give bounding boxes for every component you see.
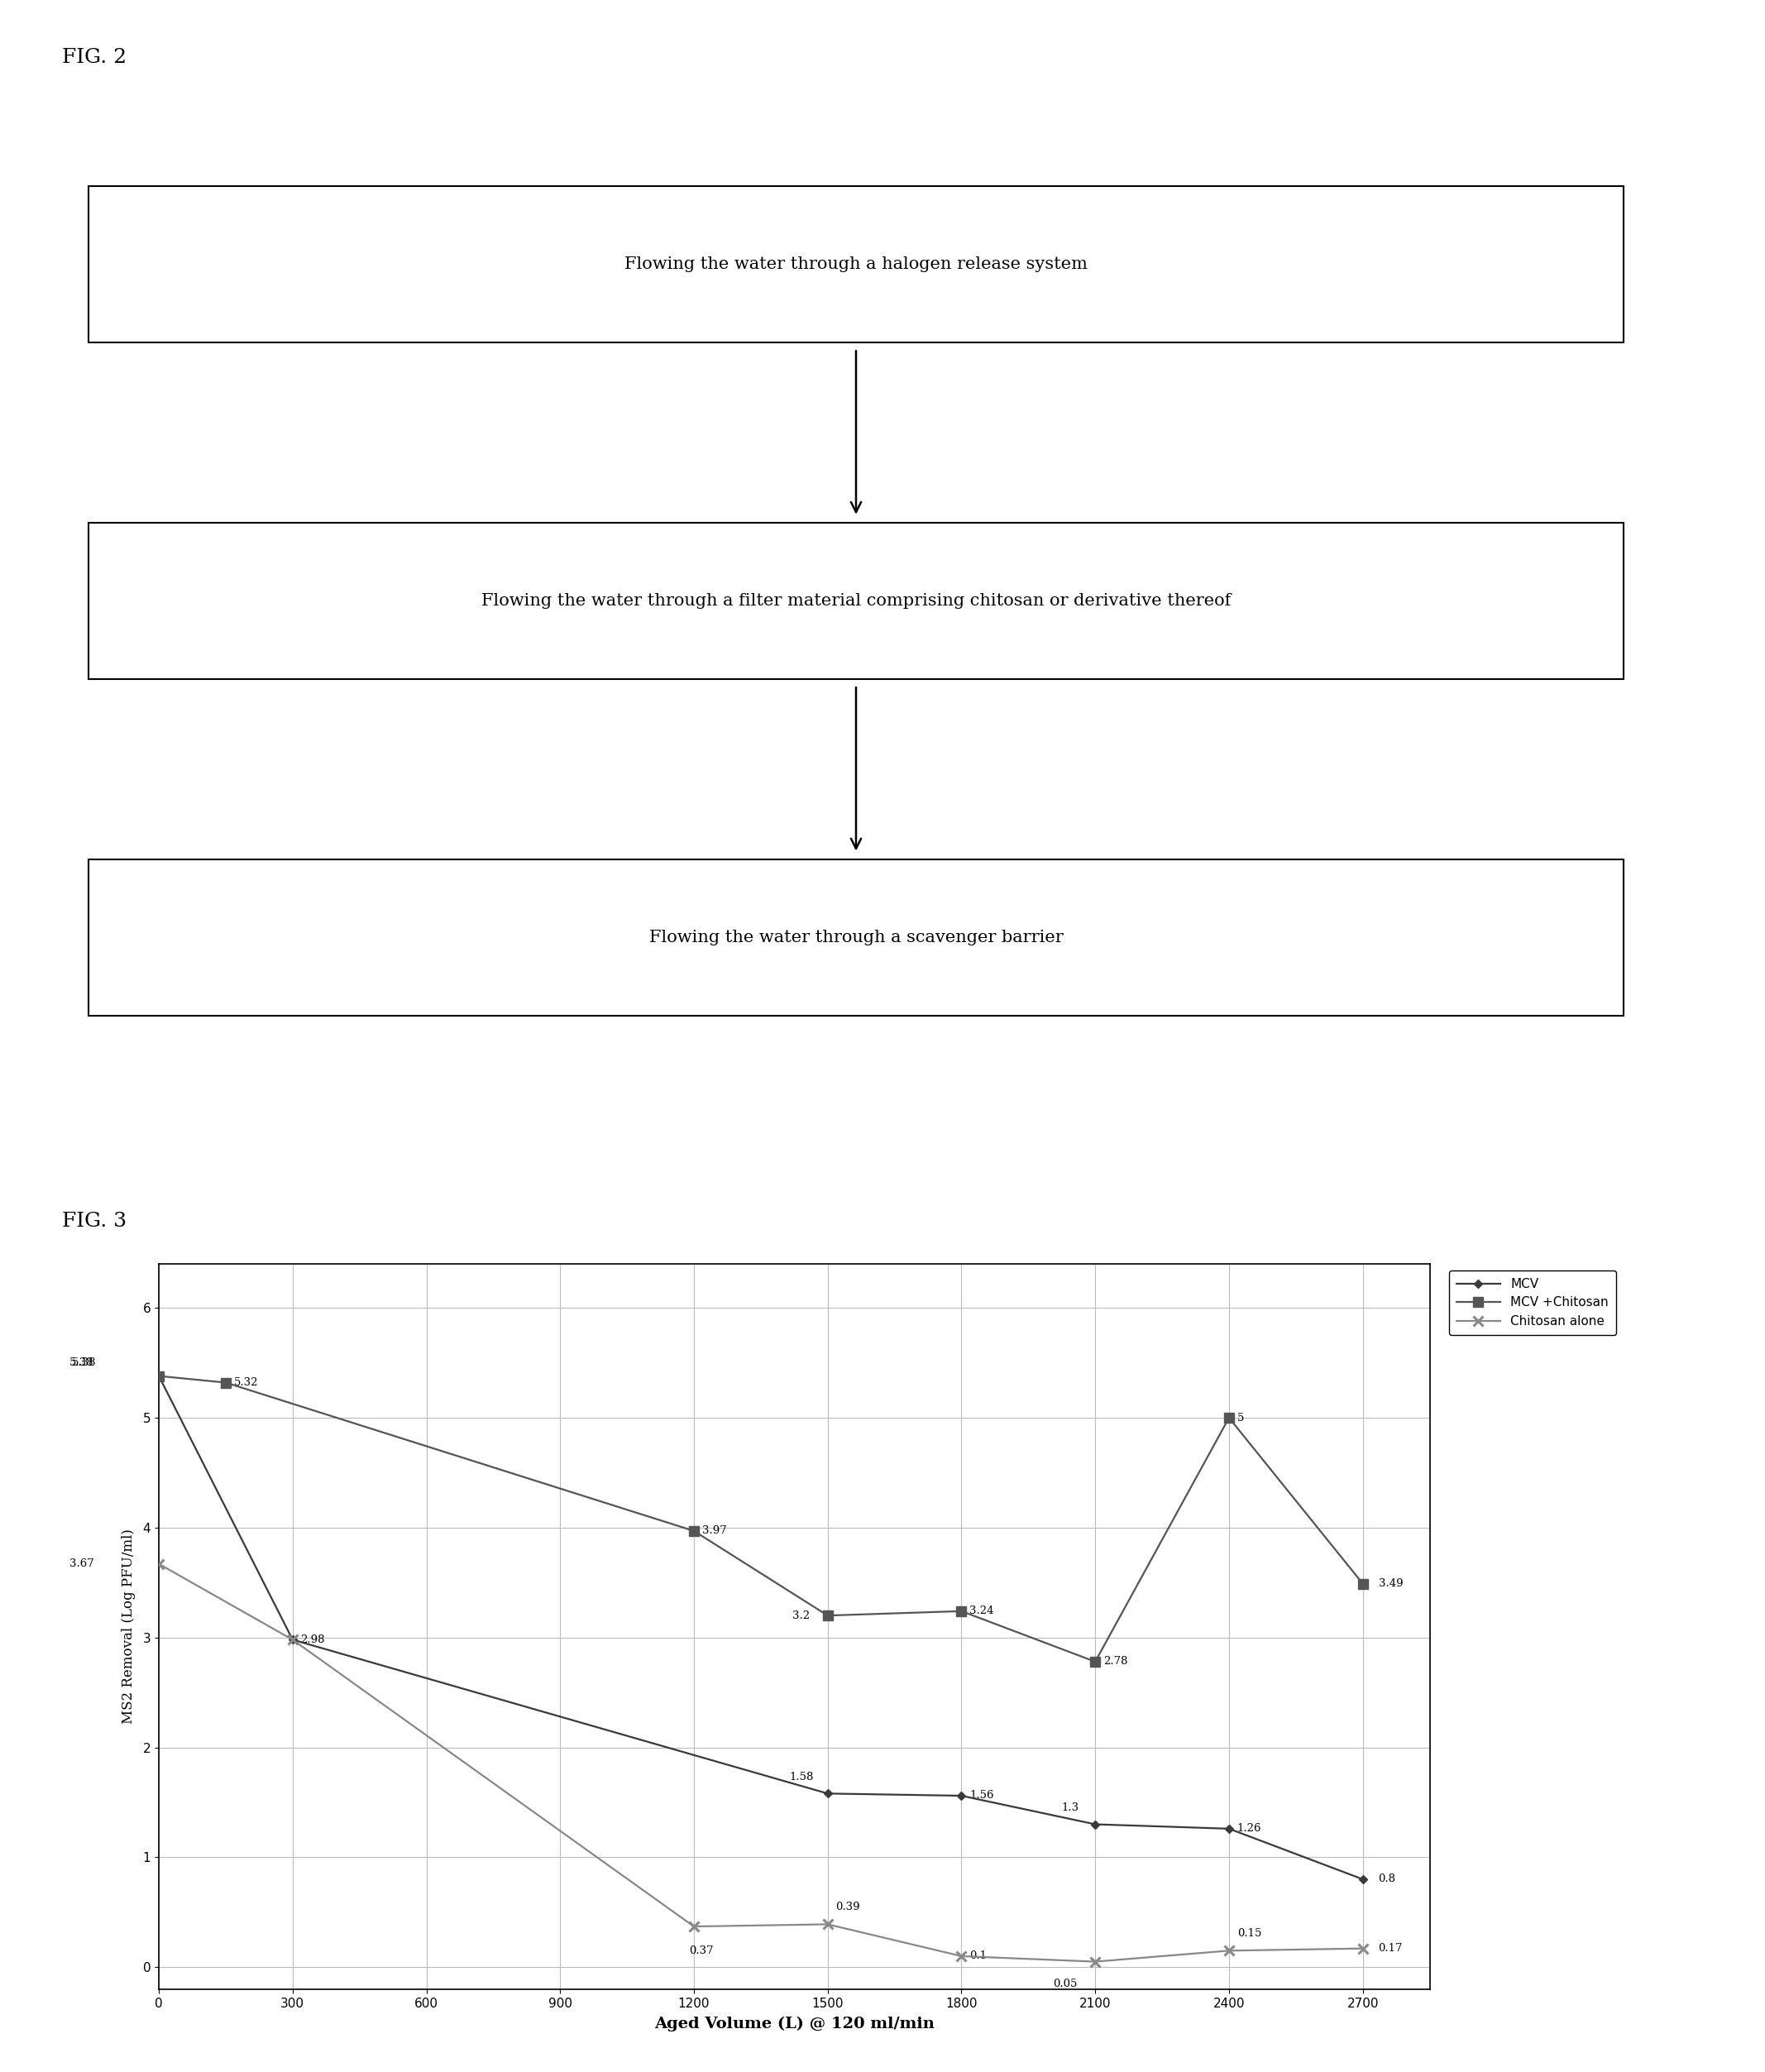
Text: 0.17: 0.17 [1378, 1944, 1403, 1954]
Text: 5.38: 5.38 [72, 1357, 97, 1368]
Text: 1.26: 1.26 [1237, 1823, 1262, 1834]
Text: 5.38: 5.38 [69, 1357, 94, 1368]
Text: 3.2: 3.2 [792, 1610, 810, 1620]
Text: 3.24: 3.24 [969, 1606, 994, 1616]
Text: 0.39: 0.39 [835, 1902, 860, 1912]
Text: 0.37: 0.37 [690, 1946, 715, 1956]
Text: 3.49: 3.49 [1378, 1579, 1403, 1589]
X-axis label: Aged Volume (L) @ 120 ml/min: Aged Volume (L) @ 120 ml/min [655, 2016, 934, 2031]
Text: FIG. 2: FIG. 2 [62, 48, 127, 66]
Y-axis label: MS2 Removal (Log PFU/ml): MS2 Removal (Log PFU/ml) [122, 1529, 136, 1724]
Text: 2.78: 2.78 [1103, 1656, 1128, 1668]
Text: 0.8: 0.8 [1378, 1873, 1396, 1886]
Text: 5.32: 5.32 [233, 1378, 258, 1388]
Text: FIG. 3: FIG. 3 [62, 1212, 127, 1231]
Text: Flowing the water through a filter material comprising chitosan or derivative th: Flowing the water through a filter mater… [482, 593, 1230, 609]
Bar [88, 522, 1624, 680]
Text: 0.1: 0.1 [969, 1950, 987, 1962]
Text: 3.97: 3.97 [702, 1525, 727, 1535]
Legend: MCV, MCV +Chitosan, Chitosan alone: MCV, MCV +Chitosan, Chitosan alone [1449, 1270, 1617, 1334]
Text: Flowing the water through a scavenger barrier: Flowing the water through a scavenger ba… [650, 930, 1063, 945]
Text: Flowing the water through a halogen release system: Flowing the water through a halogen rele… [625, 257, 1087, 271]
Text: 5: 5 [1237, 1413, 1244, 1423]
Text: 1.3: 1.3 [1063, 1803, 1078, 1813]
Bar [88, 186, 1624, 342]
Text: 0.15: 0.15 [1237, 1927, 1262, 1939]
Text: 2.98: 2.98 [300, 1635, 325, 1645]
Text: 1.56: 1.56 [969, 1790, 994, 1801]
Text: 3.67: 3.67 [69, 1558, 94, 1569]
Text: 0.05: 0.05 [1054, 1979, 1077, 1989]
Bar [88, 860, 1624, 1015]
Text: 1.58: 1.58 [789, 1772, 814, 1782]
